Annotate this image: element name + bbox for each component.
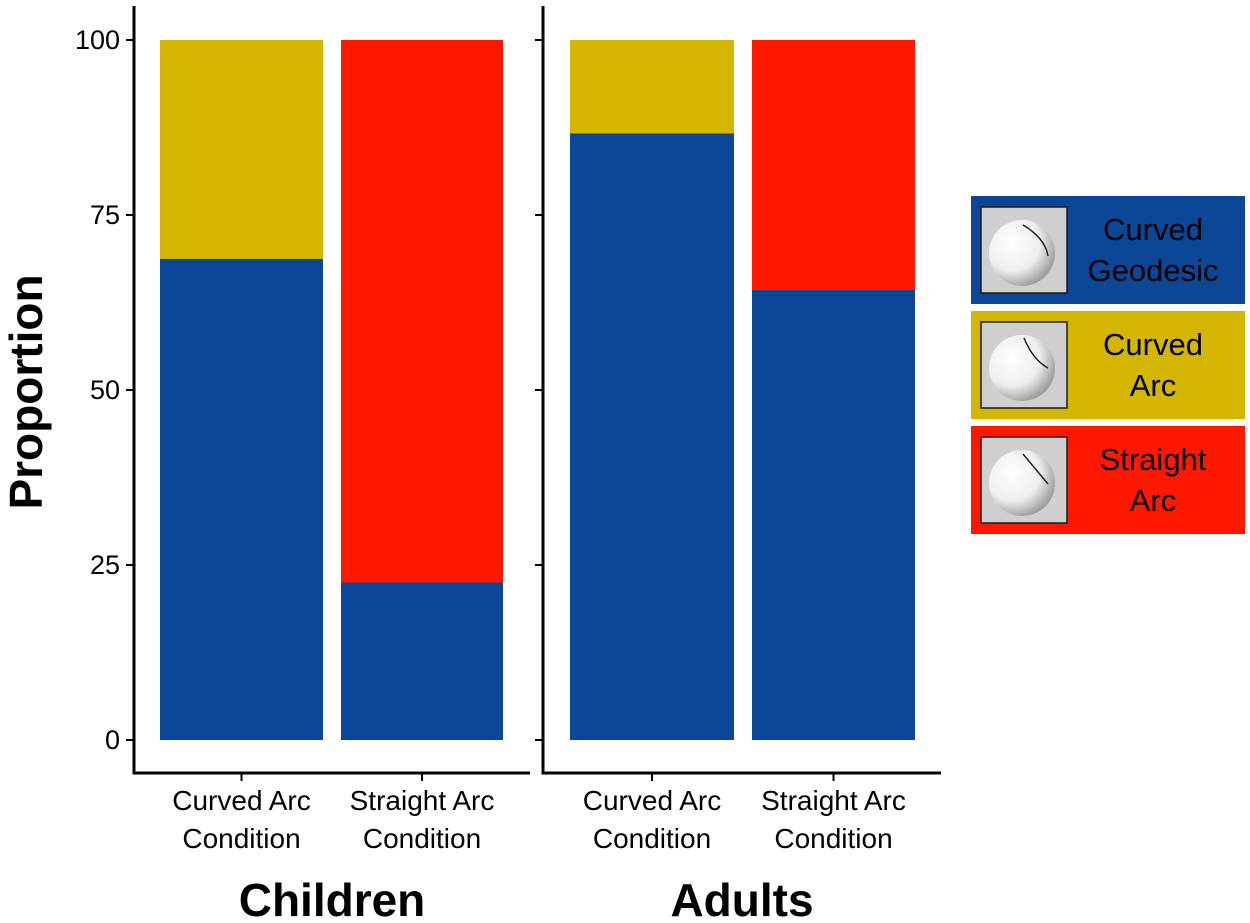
bar-adults-curved-arc-condition-curved-geodesic	[570, 133, 734, 740]
y-tick-label: 50	[90, 375, 120, 405]
category-label: Curved Arc	[583, 785, 722, 816]
bar-adults-curved-arc-condition-curved-arc	[570, 40, 734, 134]
category-label: Condition	[593, 823, 711, 854]
category-label: Condition	[774, 823, 892, 854]
legend-label: Arc	[1130, 483, 1177, 518]
bar-children-curved-arc-condition-curved-geodesic	[160, 258, 323, 740]
sphere-straight-arc-icon	[980, 436, 1068, 524]
y-tick-label: 0	[105, 725, 120, 755]
y-tick-label: 100	[75, 25, 120, 55]
bar-children-straight-arc-condition-straight-arc	[341, 40, 503, 583]
y-tick-label: 25	[90, 550, 120, 580]
category-label: Curved Arc	[172, 785, 311, 816]
legend-item-curved-arc: Curved Arc	[971, 311, 1245, 419]
category-label: Straight Arc	[761, 785, 906, 816]
bar-children-curved-arc-condition-curved-arc	[160, 40, 323, 259]
legend-label: Geodesic	[1088, 253, 1219, 288]
sphere-curved-arc-icon	[980, 321, 1068, 409]
legend-label: Curved	[1103, 212, 1203, 247]
facet-title-adults: Adults	[670, 874, 813, 923]
bar-children-straight-arc-condition-curved-geodesic	[341, 582, 503, 740]
category-label: Condition	[363, 823, 481, 854]
bar-adults-straight-arc-condition-curved-geodesic	[752, 289, 915, 740]
y-axis-label: Proportion	[0, 274, 52, 509]
y-tick-label: 75	[90, 200, 120, 230]
legend-label: Arc	[1130, 368, 1177, 403]
category-label: Condition	[182, 823, 300, 854]
bar-adults-straight-arc-condition-straight-arc	[752, 40, 915, 290]
legend-label: Curved	[1103, 327, 1203, 362]
facet-title-children: Children	[239, 874, 426, 923]
sphere-geodesic-icon	[980, 206, 1068, 294]
category-label: Straight Arc	[350, 785, 495, 816]
legend-item-straight-arc: Straight Arc	[971, 426, 1245, 534]
legend-item-curved-geodesic: Curved Geodesic	[971, 196, 1245, 304]
legend-label: Straight	[1100, 442, 1207, 477]
